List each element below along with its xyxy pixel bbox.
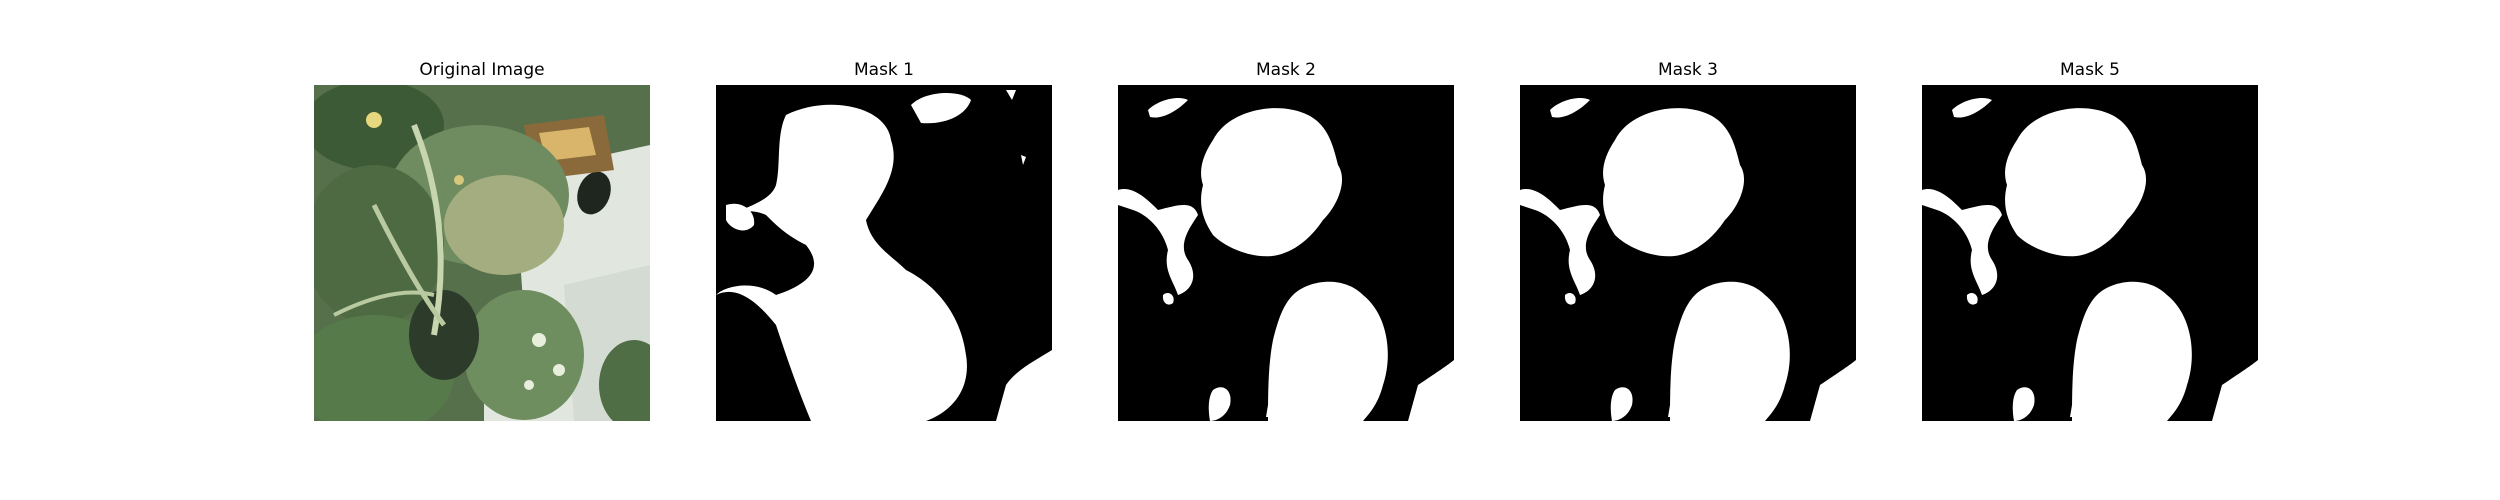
mask-2 <box>1118 85 1454 421</box>
panel-title-mask-1: Mask 1 <box>853 60 914 80</box>
mask-3 <box>1520 85 1856 421</box>
panel-title-mask-2: Mask 2 <box>1255 60 1316 80</box>
mask-3-canvas <box>1520 85 1856 421</box>
panel-title-mask-3: Mask 3 <box>1657 60 1718 80</box>
mask-5 <box>1922 85 2258 421</box>
mask-1-canvas <box>716 85 1052 421</box>
mask-5-canvas <box>1922 85 2258 421</box>
original-image-canvas <box>314 85 650 421</box>
mask-2-canvas <box>1118 85 1454 421</box>
original-image <box>314 85 650 421</box>
panel-title-original: Original Image <box>419 60 545 80</box>
panel-title-mask-5: Mask 5 <box>2059 60 2120 80</box>
mask-1 <box>716 85 1052 421</box>
